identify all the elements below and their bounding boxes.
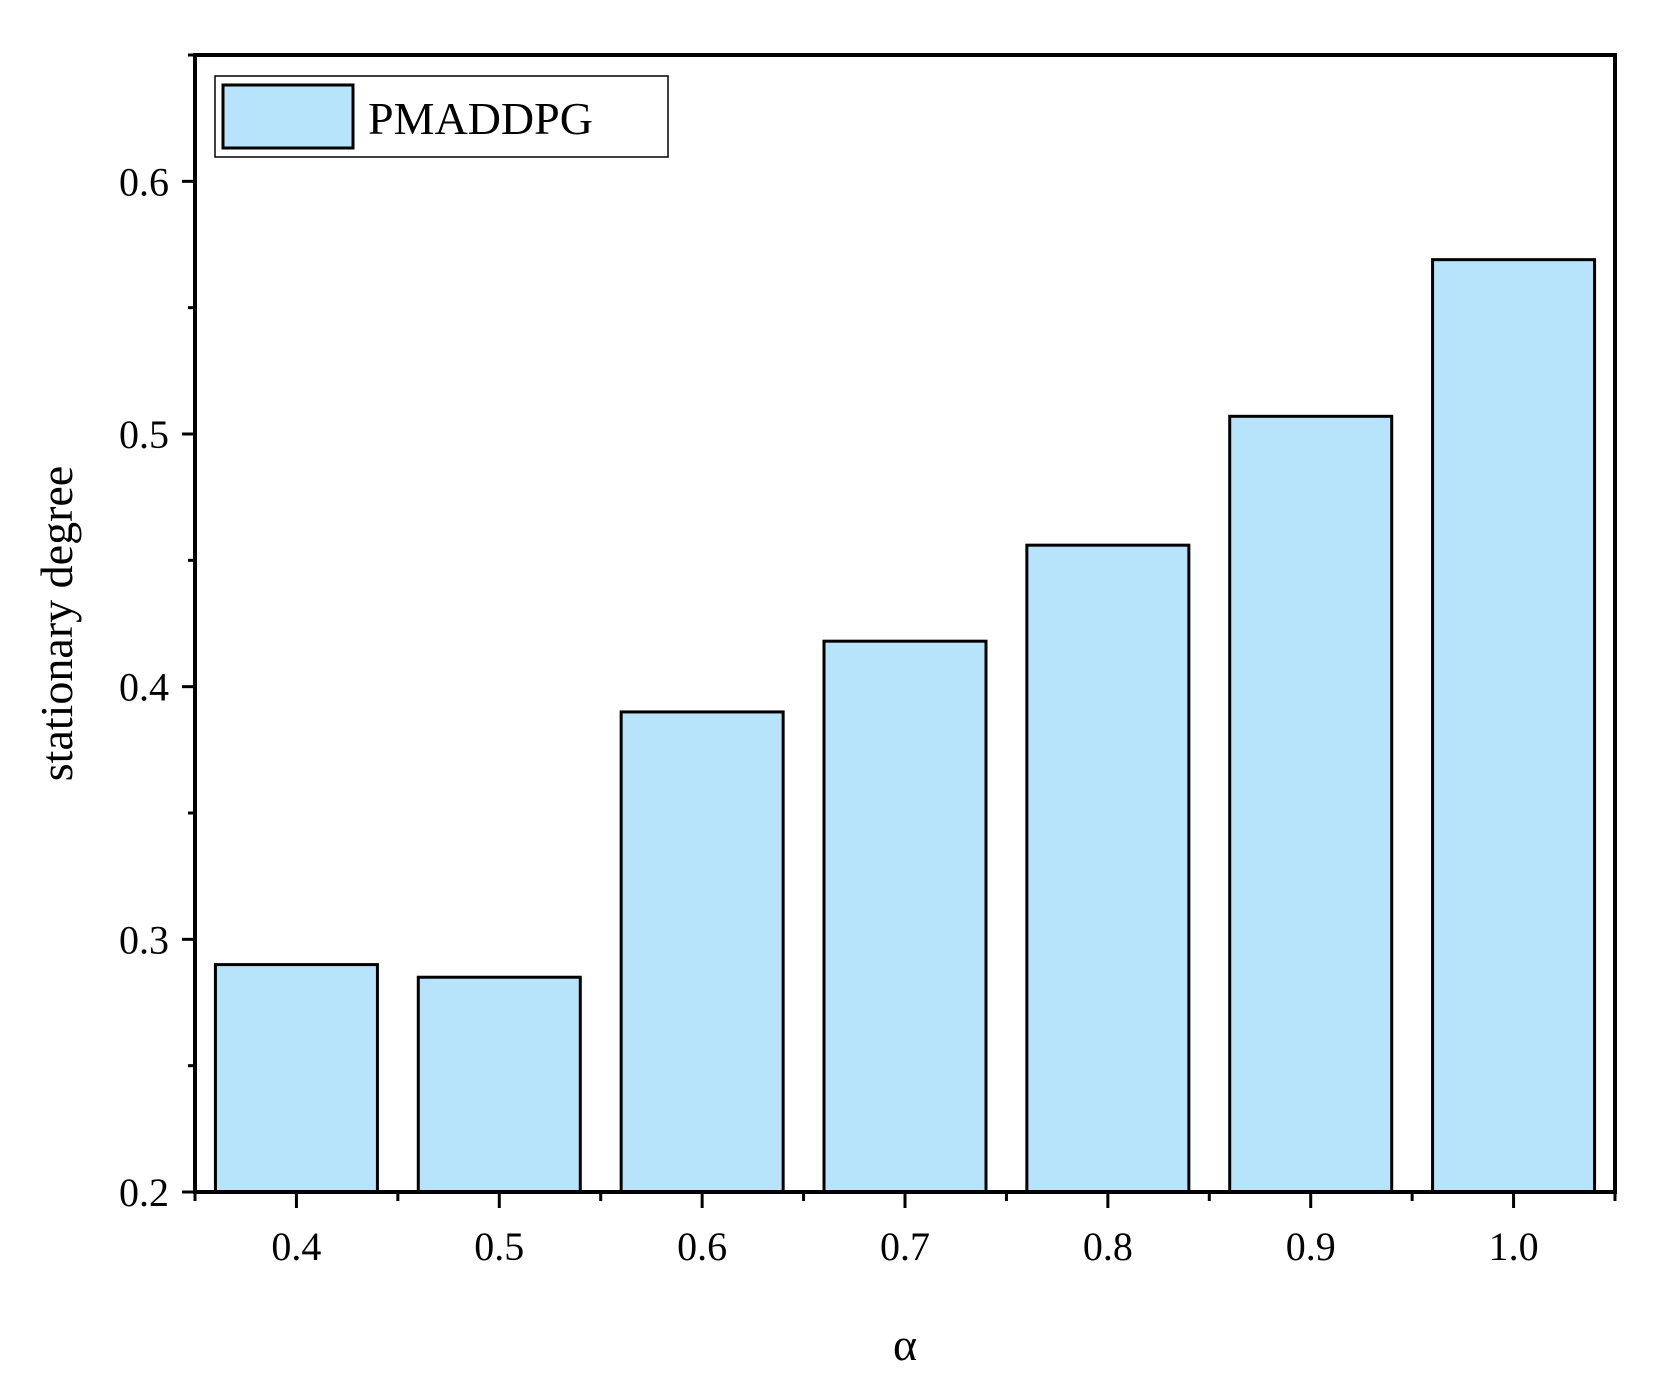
legend-swatch: [221, 83, 355, 150]
legend-label: PMADDPG: [368, 93, 593, 144]
bars-group: [213, 258, 1597, 1194]
bar-0.5: [416, 975, 582, 1194]
y-tick-label: 0.5: [119, 412, 169, 457]
x-axis-title: α: [893, 1319, 917, 1370]
y-axis-title: stationary degree: [31, 466, 82, 781]
y-tick-label: 0.3: [119, 917, 169, 962]
bar-1.0: [1431, 258, 1597, 1194]
x-tick-label: 0.7: [880, 1224, 930, 1269]
x-tick-label: 0.8: [1083, 1224, 1133, 1269]
x-tick-label: 0.5: [474, 1224, 524, 1269]
bar-0.4: [213, 963, 379, 1194]
bar-0.6: [619, 710, 785, 1194]
y-tick-label: 0.4: [119, 665, 169, 710]
y-tick-label: 0.2: [119, 1170, 169, 1215]
bar-0.8: [1025, 543, 1191, 1194]
x-axis: 0.4 0.5 0.6 0.7 0.8 0.9 1.0: [193, 1192, 1617, 1269]
x-tick-label: 0.9: [1286, 1224, 1336, 1269]
legend: PMADDPG: [214, 75, 669, 158]
x-tick-label: 0.4: [271, 1224, 321, 1269]
bar-0.9: [1228, 414, 1394, 1194]
y-tick-label: 0.6: [119, 159, 169, 204]
x-tick-label: 0.6: [677, 1224, 727, 1269]
bar-0.7: [822, 639, 988, 1194]
x-tick-label: 1.0: [1489, 1224, 1539, 1269]
y-axis: 0.2 0.3 0.4 0.5 0.6: [119, 53, 195, 1215]
